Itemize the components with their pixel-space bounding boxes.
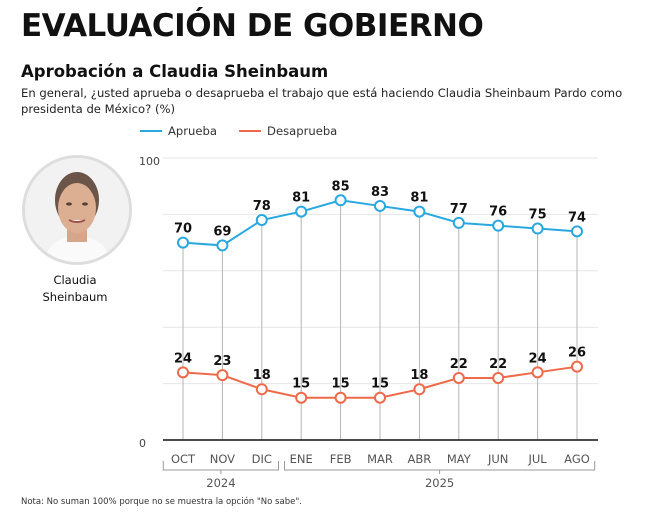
legend-swatch-desaprueba: [239, 130, 262, 132]
data-point: [295, 205, 308, 218]
data-point: [492, 371, 505, 384]
data-point: [334, 391, 347, 404]
data-label: 23: [213, 354, 231, 369]
x-tick-label: DIC: [252, 452, 272, 466]
data-point: [452, 216, 465, 229]
data-point: [531, 222, 544, 235]
data-point: [255, 383, 268, 396]
data-label: 22: [450, 357, 468, 372]
x-tick-label: NOV: [210, 452, 235, 466]
x-tick-label: ENE: [290, 452, 313, 466]
x-tick-label: FEB: [330, 452, 352, 466]
data-label: 74: [568, 210, 586, 225]
person-first-name: Claudia: [53, 273, 97, 287]
x-tick-label: OCT: [171, 452, 196, 466]
data-label: 75: [529, 208, 547, 223]
data-label: 76: [489, 205, 507, 220]
person-last-name: Sheinbaum: [42, 290, 108, 304]
data-point: [374, 391, 386, 404]
portrait-photo: [22, 155, 132, 265]
data-point: [177, 236, 189, 249]
data-point: [177, 366, 189, 379]
data-label: 15: [371, 377, 389, 392]
data-label: 77: [450, 202, 468, 217]
data-label: 70: [174, 222, 192, 237]
x-tick-label: AGO: [564, 452, 590, 466]
data-point: [413, 205, 426, 218]
data-label: 81: [292, 191, 310, 206]
data-label: 22: [489, 357, 507, 372]
data-point: [571, 360, 583, 373]
data-label: 81: [410, 191, 428, 206]
x-tick-label: MAR: [367, 452, 393, 466]
data-label: 69: [213, 224, 231, 239]
legend-label: Aprueba: [168, 124, 218, 138]
data-point: [492, 219, 505, 232]
x-tick-label: JUL: [527, 452, 547, 466]
data-label: 26: [568, 346, 586, 361]
legend-aprueba: Aprueba: [140, 124, 217, 138]
data-label: 15: [332, 377, 350, 392]
data-point: [413, 383, 426, 396]
data-point: [452, 371, 465, 384]
data-point: [531, 366, 544, 379]
year-label: 2024: [206, 476, 235, 490]
legend-label: Desaprueba: [267, 124, 338, 138]
data-point: [216, 369, 229, 382]
data-point: [255, 214, 268, 227]
year-label: 2025: [425, 476, 454, 490]
data-label: 18: [410, 368, 428, 383]
y-tick-label: 0: [139, 437, 146, 450]
data-point: [295, 391, 308, 404]
data-label: 15: [292, 377, 310, 392]
footnote: Nota: No suman 100% porque no se muestra…: [21, 497, 302, 507]
legend-desaprueba: Desaprueba: [239, 124, 337, 138]
page-title: EVALUACIÓN DE GOBIERNO: [21, 8, 484, 44]
y-tick-label: 100: [139, 155, 160, 168]
survey-question: En general, ¿usted aprueba o desaprueba …: [21, 86, 623, 116]
data-label: 24: [174, 351, 192, 366]
person-name: Claudia Sheinbaum: [20, 272, 130, 306]
data-point: [334, 194, 347, 207]
x-tick-label: JUN: [487, 452, 508, 466]
data-label: 78: [253, 199, 271, 214]
data-label: 85: [332, 179, 350, 194]
legend-swatch-aprueba: [140, 130, 162, 132]
x-tick-label: MAY: [447, 452, 472, 466]
data-point: [374, 199, 386, 212]
data-label: 18: [253, 368, 271, 383]
data-label: 24: [529, 351, 547, 366]
data-point: [216, 239, 229, 252]
data-label: 83: [371, 185, 389, 200]
chart-subtitle: Aprobación a Claudia Sheinbaum: [21, 62, 329, 81]
data-point: [571, 225, 583, 238]
x-tick-label: ABR: [408, 452, 432, 466]
legend: Aprueba Desaprueba: [140, 124, 337, 138]
